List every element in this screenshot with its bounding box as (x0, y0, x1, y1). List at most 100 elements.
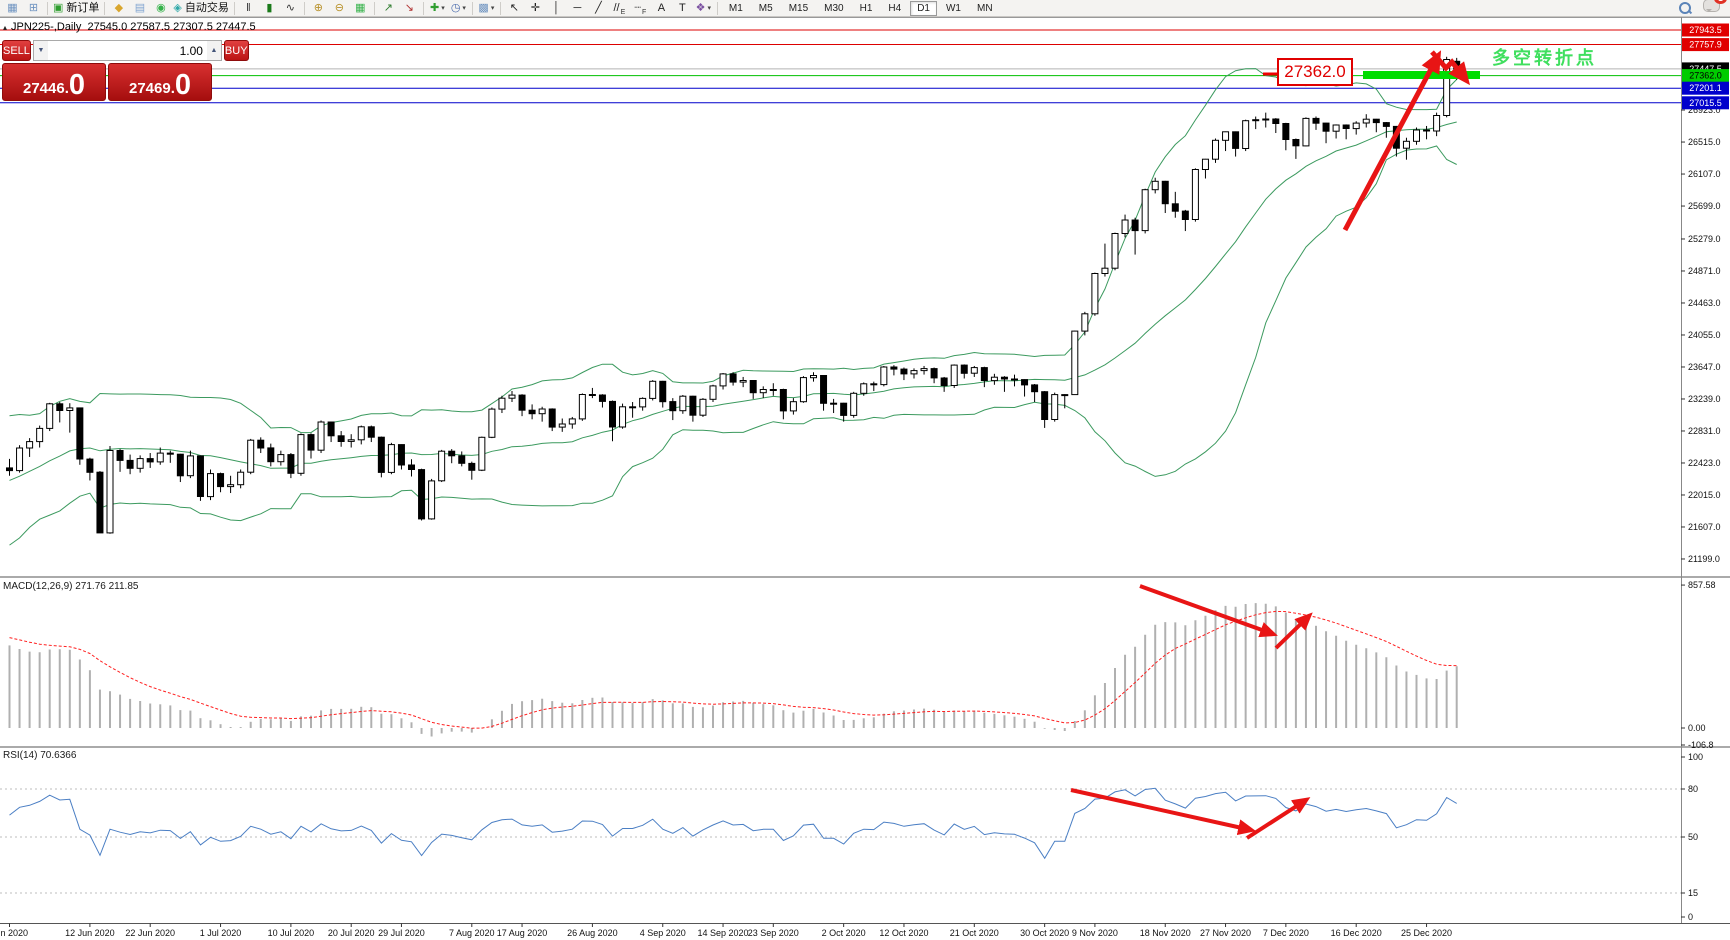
svg-text:25279.0: 25279.0 (1688, 234, 1721, 244)
toolbar-separator (233, 1, 235, 15)
charts-window-icon[interactable]: ▦ (2, 1, 23, 16)
timeframe-h4[interactable]: H4 (888, 2, 902, 14)
data-window-icon[interactable]: ⊞ (23, 1, 44, 16)
charts-window-icon: ▦ (7, 1, 18, 14)
svg-text:26107.0: 26107.0 (1688, 169, 1721, 179)
sell-price-pip: 0 (68, 68, 86, 101)
sell-button[interactable]: SELL (2, 40, 31, 61)
line-chart-icon[interactable]: ∿ (280, 1, 301, 16)
arrows-icon[interactable]: ❖ ▾ (693, 1, 714, 16)
timeframe-m15[interactable]: M15 (788, 2, 809, 14)
bollinger-bands (9, 68, 1458, 546)
timeframe-mn[interactable]: MN (976, 2, 993, 14)
timeframe-m5[interactable]: M5 (758, 2, 773, 14)
autotrading-icon: ◈ (173, 1, 182, 14)
terminal-icon[interactable]: ▤ (129, 1, 150, 16)
bar-chart-icon[interactable]: ‖ (238, 1, 259, 16)
channel-icon-sub: E (620, 8, 626, 16)
chevron-down-icon[interactable]: ▾ (707, 4, 712, 12)
chat-icon[interactable]: 1 (1703, 0, 1727, 17)
toolbar-separator (47, 1, 48, 15)
toolbar-separator (373, 1, 375, 15)
crosshair-icon[interactable]: ✛ (525, 1, 546, 16)
svg-text:18 Nov 2020: 18 Nov 2020 (1140, 928, 1191, 938)
chevron-down-icon[interactable]: ▾ (490, 4, 495, 12)
chart-annotations (1070, 50, 1480, 840)
fibonacci-icon-sub: F (642, 8, 647, 16)
new-order-icon-label: 新订单 (66, 1, 100, 14)
templates-icon[interactable]: ▩ ▾ (476, 1, 497, 16)
svg-text:21 Oct 2020: 21 Oct 2020 (950, 928, 999, 938)
chevron-down-icon[interactable]: ▾ (462, 4, 466, 12)
zoom-out-icon[interactable]: ⊖ (329, 1, 350, 16)
svg-text:23239.0: 23239.0 (1688, 394, 1721, 404)
timeframe-w1[interactable]: W1 (945, 2, 961, 14)
zoom-out-icon: ⊖ (334, 1, 344, 14)
chart-corner-icon[interactable]: ▴ (3, 23, 8, 32)
svg-text:857.58: 857.58 (1688, 580, 1716, 590)
fibonacci-icon[interactable]: ┈ F (630, 1, 651, 16)
volume-increase-button[interactable]: ▲ (206, 41, 221, 60)
svg-text:25 Dec 2020: 25 Dec 2020 (1401, 928, 1452, 938)
text-label-icon[interactable]: T (672, 1, 693, 16)
tile-windows-icon: ▦ (355, 1, 366, 14)
zoom-in-icon[interactable]: ⊕ (308, 1, 329, 16)
cursor-icon[interactable]: ↖ (504, 1, 525, 16)
horizontal-level-lines[interactable] (0, 29, 1681, 104)
svg-text:26923.0: 26923.0 (1688, 105, 1721, 115)
timeframe-m1[interactable]: M1 (728, 2, 743, 14)
signals-icon[interactable]: ◉ (150, 1, 171, 16)
cursor-icon: ↖ (509, 1, 519, 14)
text-icon[interactable]: A (651, 1, 672, 16)
candle-chart-icon: ▮ (266, 1, 273, 14)
rsi-level-lines (0, 788, 1681, 894)
autotrading-icon[interactable]: ◈ 自动交易 (171, 1, 230, 16)
svg-text:25699.0: 25699.0 (1688, 201, 1721, 211)
timeframe-h1[interactable]: H1 (859, 2, 873, 14)
svg-text:26515.0: 26515.0 (1688, 137, 1721, 147)
macd-up-arrow (1274, 612, 1313, 650)
level-box-connector (1263, 72, 1277, 76)
svg-text:23 Sep 2020: 23 Sep 2020 (748, 928, 799, 938)
trendline-icon[interactable]: ╱ (588, 1, 609, 16)
sell-price: 27446 (22, 79, 65, 97)
rsi-line (9, 787, 1457, 860)
new-order-icon[interactable]: ▣ 新订单 (51, 1, 101, 16)
volume-stepper: ▼ ▲ (32, 40, 222, 61)
svg-text:-106.8: -106.8 (1688, 740, 1714, 750)
add-indicator-icon[interactable]: ✚ ▾ (427, 1, 448, 16)
horizontal-line-icon[interactable]: ─ (567, 1, 588, 16)
buy-button[interactable]: BUY (223, 40, 249, 61)
svg-text:27015.5: 27015.5 (1689, 98, 1722, 108)
volume-decrease-button[interactable]: ▼ (33, 41, 48, 60)
volume-input[interactable] (47, 41, 207, 60)
periods-icon[interactable]: ◷ ▾ (448, 1, 469, 16)
svg-text:22 Jun 2020: 22 Jun 2020 (125, 928, 175, 938)
svg-text:24055.0: 24055.0 (1688, 330, 1721, 340)
timeframe-d1[interactable]: D1 (910, 0, 937, 16)
buy-price-display[interactable]: 27469. 0 (108, 63, 212, 101)
svg-text:22015.0: 22015.0 (1688, 490, 1721, 500)
toolbar-separator (716, 1, 718, 15)
toolbar-separator (104, 1, 106, 15)
timeframe-m30[interactable]: M30 (824, 2, 844, 14)
objects-list-icon[interactable]: ↘ (399, 1, 420, 16)
svg-text:10 Jul 2020: 10 Jul 2020 (268, 928, 315, 938)
svg-text:80: 80 (1688, 784, 1698, 794)
search-icon[interactable] (1679, 2, 1691, 14)
svg-text:22831.0: 22831.0 (1688, 426, 1721, 436)
tile-windows-icon[interactable]: ▦ (350, 1, 371, 16)
vertical-line-icon[interactable]: │ (546, 1, 567, 16)
indicators-list-icon[interactable]: ↗ (378, 1, 399, 16)
svg-text:12 Jun 2020: 12 Jun 2020 (65, 928, 115, 938)
styles-icon[interactable]: ◆ (108, 1, 129, 16)
channel-icon[interactable]: //E (609, 1, 630, 16)
chevron-down-icon[interactable]: ▾ (441, 4, 445, 12)
toolbar: ▦ ⊞ ▣ 新订单 ◆ ▤ ◉ ◈ 自动交易 ‖ ▮ ∿ ⊕ ⊖ ▦ ↗ ↘ ✚ ▾ ◷ ▾ ▩ ▾ ↖ ✛ │ ─ ╱//E ┈ F A T… (0, 0, 1730, 17)
horizontal-line-icon: ─ (573, 1, 582, 14)
sell-price-display[interactable]: 27446. 0 (2, 63, 106, 101)
turning-point-highlight-bar (1363, 71, 1480, 79)
styles-icon: ◆ (114, 1, 124, 14)
candle-chart-icon[interactable]: ▮ (259, 1, 280, 16)
